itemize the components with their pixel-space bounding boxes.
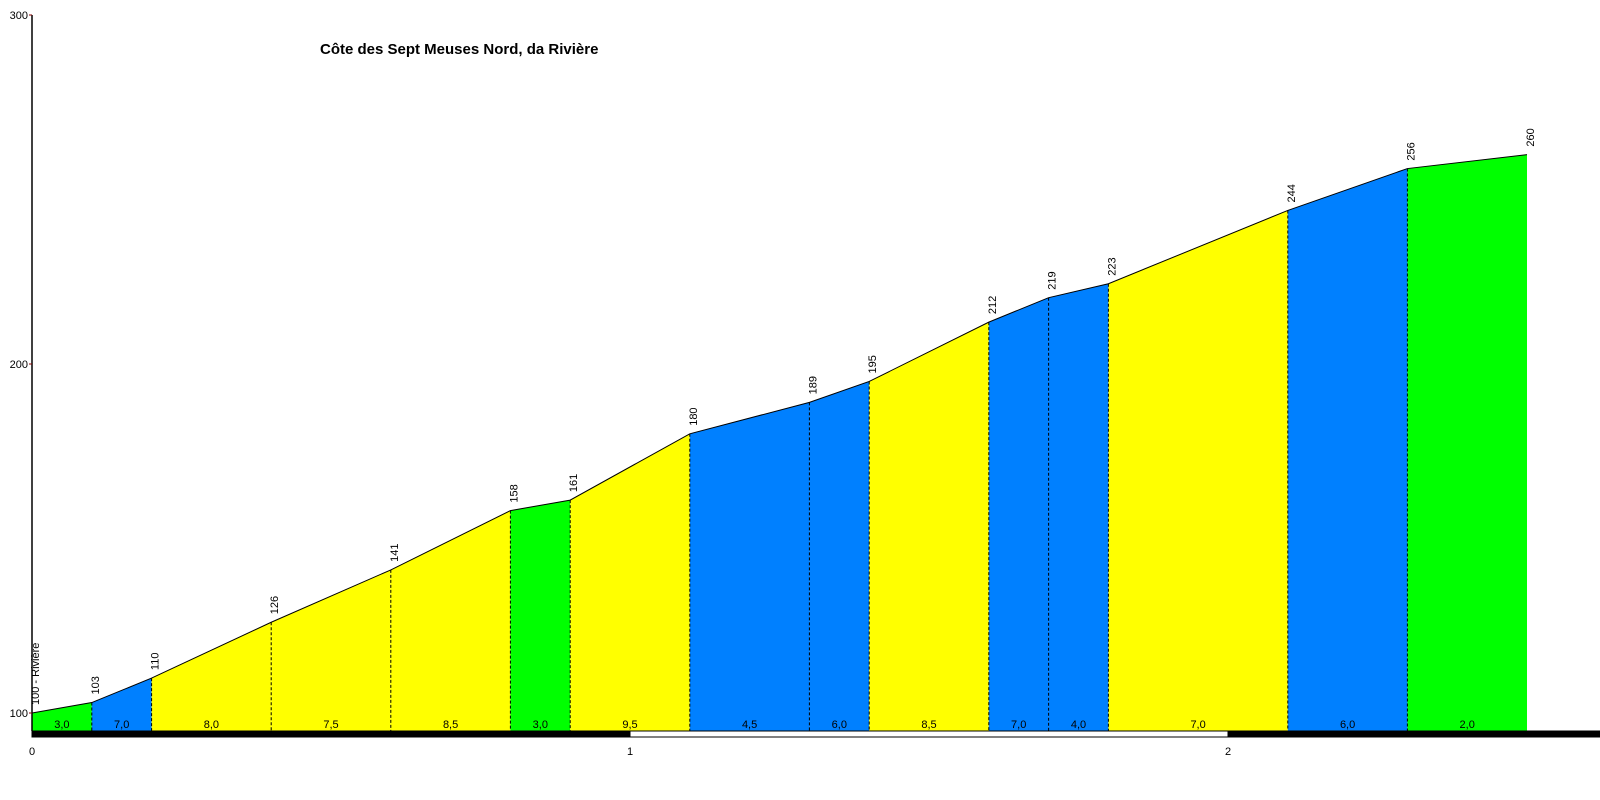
elevation-label: 126 [269, 596, 281, 614]
x-tick-label: 0 [29, 746, 35, 758]
gradient-label: 8,5 [443, 719, 458, 731]
scale-bar-segment [31, 730, 631, 738]
elevation-label: 256 [1405, 142, 1417, 160]
profile-line [31, 154, 1528, 714]
scale-bar-segment [1227, 730, 1600, 738]
x-tick-label: 2 [1225, 746, 1231, 758]
elevation-label: 195 [867, 355, 879, 373]
elevation-label: 180 [688, 407, 700, 425]
gradient-label: 8,5 [921, 719, 936, 731]
elevation-label: 219 [1047, 271, 1059, 289]
segment-fill [869, 322, 989, 731]
segment-fill [151, 622, 272, 731]
elevation-label: 244 [1286, 184, 1298, 202]
gradient-label: 6,0 [1340, 719, 1355, 731]
elevation-label: 212 [987, 296, 999, 314]
y-tick-label: 100 [10, 708, 28, 720]
plot-area: 100 200 300 0 1 2 3,0 7,0 8,0 7,5 8,5 3,0 9,5 4,5 6,0 8… [10, 10, 1600, 758]
elevation-label: 223 [1106, 257, 1118, 275]
gradient-label: 7,5 [323, 719, 338, 731]
elevation-label: 158 [508, 484, 520, 502]
segment-fill [271, 569, 391, 731]
x-tick-label: 1 [627, 746, 633, 758]
elevation-label: 141 [389, 544, 401, 562]
gradient-label: 7,0 [1190, 719, 1205, 731]
segment-fill [1048, 283, 1109, 731]
gradient-label: 3,0 [54, 719, 69, 731]
gradient-label: 2,0 [1460, 719, 1475, 731]
segment-fill [988, 297, 1049, 731]
segment-fill [510, 500, 571, 731]
segment-fill [570, 433, 690, 731]
elevation-label: 161 [568, 474, 580, 492]
elevation-label: 103 [90, 676, 102, 694]
segment-fill [1287, 168, 1408, 731]
gradient-label: 7,0 [1011, 719, 1026, 731]
elevation-label: 189 [807, 376, 819, 394]
gradient-label: 4,0 [1071, 719, 1086, 731]
y-tick-label: 300 [10, 10, 28, 22]
gradient-label: 9,5 [622, 719, 637, 731]
gradient-label: 3,0 [533, 719, 548, 731]
start-elevation-label: 100 - Rivière [30, 643, 42, 705]
segment-fill [32, 702, 92, 731]
gradient-label: 7,0 [114, 719, 129, 731]
gradient-label: 6,0 [832, 719, 847, 731]
elevation-label: 260 [1525, 128, 1537, 146]
segment-fill [390, 510, 511, 731]
chart-title: Côte des Sept Meuses Nord, da Rivière [320, 41, 598, 58]
gradient-label: 8,0 [204, 719, 219, 731]
elevation-label: 110 [150, 653, 162, 671]
gradient-label: 4,5 [742, 719, 757, 731]
segment-fill [1407, 154, 1527, 732]
segment-fill [1108, 210, 1288, 731]
segment-fill [91, 678, 152, 731]
segment-fill [689, 402, 810, 731]
scale-bar-segment [629, 730, 1229, 738]
segment-fill [809, 381, 870, 731]
y-tick-label: 200 [10, 359, 28, 371]
